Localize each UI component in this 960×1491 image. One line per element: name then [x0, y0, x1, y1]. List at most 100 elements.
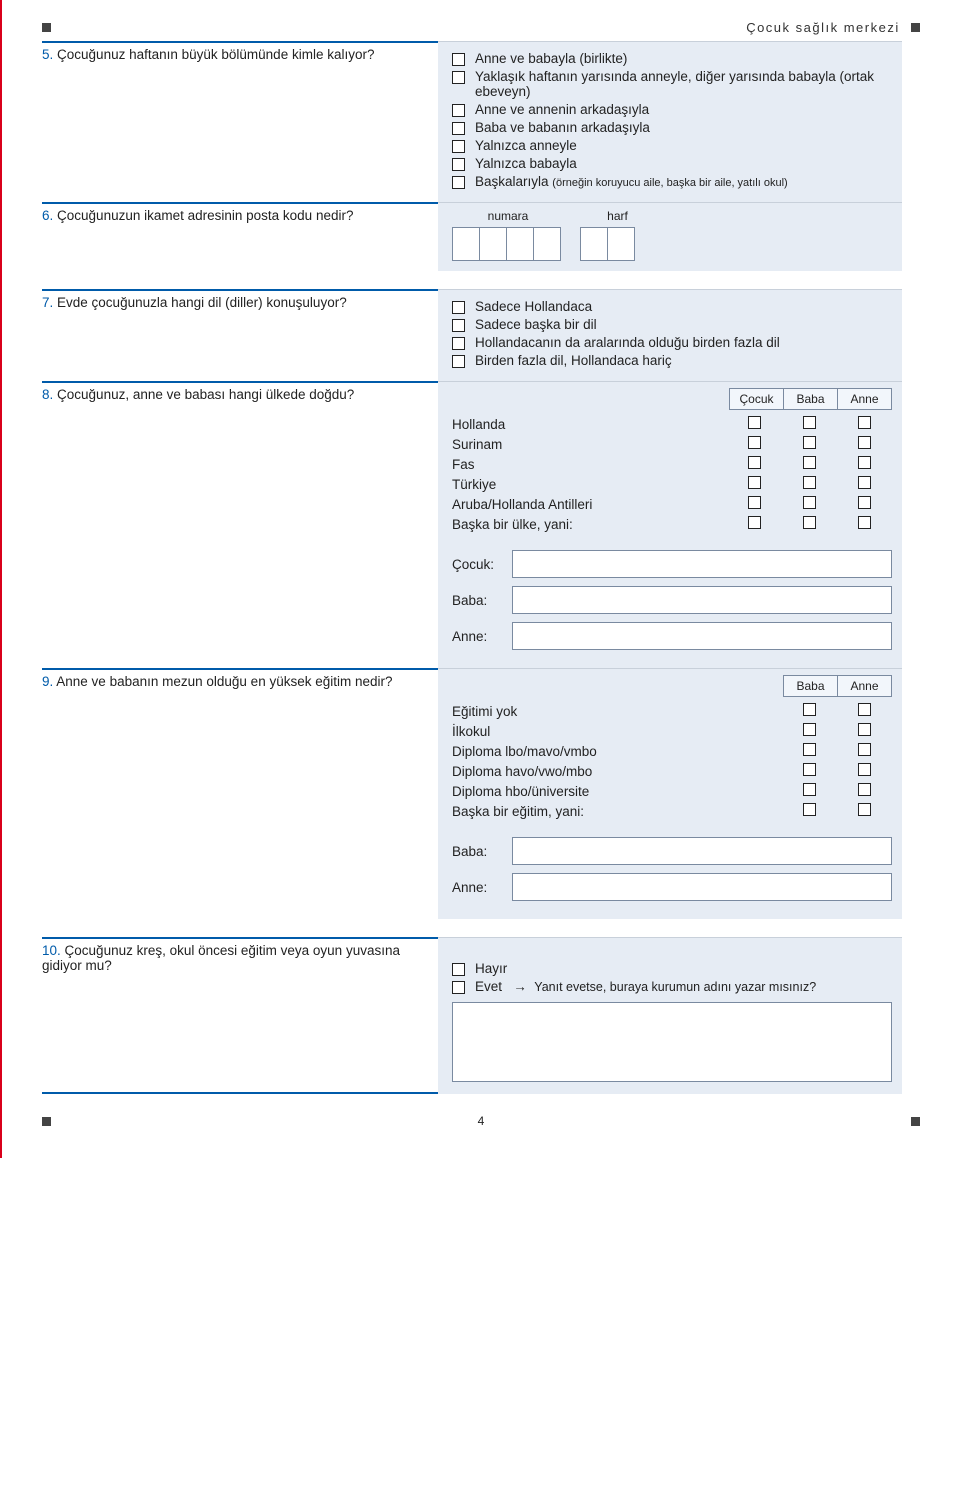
q8-chk[interactable]: [803, 416, 816, 429]
q9-num: 9.: [42, 674, 53, 689]
q8-chk[interactable]: [858, 516, 871, 529]
q8-chk[interactable]: [858, 476, 871, 489]
q6-num-3[interactable]: [506, 227, 534, 261]
q10-text-input[interactable]: [452, 1002, 892, 1082]
q6-num-4[interactable]: [533, 227, 561, 261]
q8-chk[interactable]: [748, 436, 761, 449]
q8-chk[interactable]: [858, 456, 871, 469]
q8-country-row: Fas: [452, 456, 892, 472]
q9-level-row: Diploma hbo/üniversite: [452, 783, 892, 799]
q10-no-chk[interactable]: [452, 963, 465, 976]
q9-f0-input[interactable]: [512, 837, 892, 865]
q8-chk[interactable]: [748, 456, 761, 469]
q5-opt4-chk[interactable]: [452, 140, 465, 153]
q8-chk[interactable]: [858, 496, 871, 509]
q5-opt3: Baba ve babanın arkadaşıyla: [475, 120, 892, 135]
q6-num-1[interactable]: [452, 227, 480, 261]
q7-opt3-chk[interactable]: [452, 355, 465, 368]
q9-chk[interactable]: [858, 703, 871, 716]
q8-col1: Baba: [783, 388, 838, 410]
q6-letter-1[interactable]: [580, 227, 608, 261]
arrow-icon: →: [513, 979, 527, 994]
q7-opt2-chk[interactable]: [452, 337, 465, 350]
q5-opt0: Anne ve babayla (birlikte): [475, 51, 892, 66]
q8-f1-input[interactable]: [512, 586, 892, 614]
marker-top-left: [42, 23, 51, 32]
q9-chk[interactable]: [803, 703, 816, 716]
q9-chk[interactable]: [858, 743, 871, 756]
q8-chk[interactable]: [803, 496, 816, 509]
q9-chk[interactable]: [858, 803, 871, 816]
q8-chk[interactable]: [803, 476, 816, 489]
q8-country-label: Türkiye: [452, 477, 727, 492]
q5-opt1: Yaklaşık haftanın yarısında anneyle, diğ…: [475, 69, 892, 99]
q8-country-row: Aruba/Hollanda Antilleri: [452, 496, 892, 512]
q6-num-2[interactable]: [479, 227, 507, 261]
q8-chk[interactable]: [858, 436, 871, 449]
q5-opt1-chk[interactable]: [452, 71, 465, 84]
q8-chk[interactable]: [748, 416, 761, 429]
q9-f1-input[interactable]: [512, 873, 892, 901]
q8-chk[interactable]: [803, 456, 816, 469]
q7-opt0-chk[interactable]: [452, 301, 465, 314]
q9-chk[interactable]: [858, 723, 871, 736]
q9-chk[interactable]: [858, 783, 871, 796]
q8-chk[interactable]: [803, 516, 816, 529]
q9-chk[interactable]: [858, 763, 871, 776]
q9-chk[interactable]: [803, 723, 816, 736]
q10-yes: Evet: [475, 979, 502, 994]
q9-chk[interactable]: [803, 743, 816, 756]
q10-text: Çocuğunuz kreş, okul öncesi eğitim veya …: [42, 943, 400, 973]
q8-f2-input[interactable]: [512, 622, 892, 650]
q5-opt2-chk[interactable]: [452, 104, 465, 117]
q9-col1: Anne: [837, 675, 892, 697]
q5-opt3-chk[interactable]: [452, 122, 465, 135]
question-6: 6. Çocuğunuzun ikamet adresinin posta ko…: [42, 202, 920, 271]
q8-col0: Çocuk: [729, 388, 784, 410]
q5-text: Çocuğunuz haftanın büyük bölümünde kimle…: [57, 47, 374, 62]
q7-opt1-chk[interactable]: [452, 319, 465, 332]
q5-opt2: Anne ve annenin arkadaşıyla: [475, 102, 892, 117]
q8-text: Çocuğunuz, anne ve babası hangi ülkede d…: [57, 387, 354, 402]
q5-opt6-chk[interactable]: [452, 176, 465, 189]
q9-level-row: İlkokul: [452, 723, 892, 739]
q6-num: 6.: [42, 208, 53, 223]
q9-chk[interactable]: [803, 783, 816, 796]
q9-level-label: İlkokul: [452, 724, 782, 739]
q8-country-label: Aruba/Hollanda Antilleri: [452, 497, 727, 512]
q8-f0: Çocuk:: [452, 557, 512, 572]
q8-country-label: Başka bir ülke, yani:: [452, 517, 727, 532]
q8-chk[interactable]: [748, 516, 761, 529]
q5-opt0-chk[interactable]: [452, 53, 465, 66]
q9-text: Anne ve babanın mezun olduğu en yüksek e…: [56, 674, 392, 689]
question-5: 5. Çocuğunuz haftanın büyük bölümünde ki…: [42, 41, 920, 202]
page-number: 4: [51, 1114, 911, 1128]
q5-opt6-note: (örneğin koruyucu aile, başka bir aile, …: [552, 177, 787, 189]
q9-chk[interactable]: [803, 803, 816, 816]
q8-country-label: Hollanda: [452, 417, 727, 432]
q6-label-num: numara: [452, 209, 564, 223]
q5-opt6-pre: Başkalarıyla: [475, 174, 552, 189]
q9-level-row: Diploma lbo/mavo/vmbo: [452, 743, 892, 759]
q10-no: Hayır: [475, 961, 892, 976]
marker-bottom-right: [911, 1117, 920, 1126]
q5-opt5-chk[interactable]: [452, 158, 465, 171]
q8-f0-input[interactable]: [512, 550, 892, 578]
q6-text: Çocuğunuzun ikamet adresinin posta kodu …: [57, 208, 353, 223]
q8-chk[interactable]: [858, 416, 871, 429]
q5-opt4: Yalnızca anneyle: [475, 138, 892, 153]
q8-chk[interactable]: [748, 496, 761, 509]
q7-opt3: Birden fazla dil, Hollandaca hariç: [475, 353, 892, 368]
question-9: 9. Anne ve babanın mezun olduğu en yükse…: [42, 668, 920, 919]
q8-chk[interactable]: [748, 476, 761, 489]
q10-yes-chk[interactable]: [452, 981, 465, 994]
q6-letter-2[interactable]: [607, 227, 635, 261]
q9-chk[interactable]: [803, 763, 816, 776]
q8-chk[interactable]: [803, 436, 816, 449]
q7-opt1: Sadece başka bir dil: [475, 317, 892, 332]
q8-country-row: Hollanda: [452, 416, 892, 432]
q9-level-row: Diploma havo/vwo/mbo: [452, 763, 892, 779]
q10-num: 10.: [42, 943, 61, 958]
q9-level-row: Başka bir eğitim, yani:: [452, 803, 892, 819]
question-10: 10. Çocuğunuz kreş, okul öncesi eğitim v…: [42, 937, 920, 1092]
